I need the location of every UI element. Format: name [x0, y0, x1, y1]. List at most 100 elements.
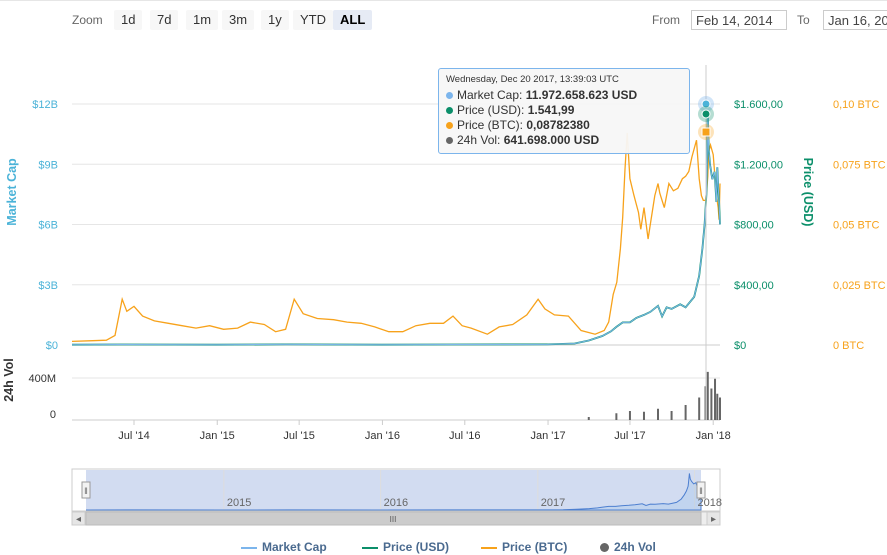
navigator-left-handle-grip: ‖: [84, 486, 88, 496]
volume-bar: [628, 411, 631, 420]
price-usd-axis-title: Price (USD): [801, 158, 815, 227]
price-usd-tick-label: $1.600,00: [734, 99, 783, 111]
to-date-input[interactable]: Jan 16, 2018: [823, 10, 887, 30]
zoom-3m-button[interactable]: 3m: [222, 10, 255, 30]
data-tooltip: Wednesday, Dec 20 2017, 13:39:03 UTC Mar…: [438, 68, 690, 154]
tooltip-value: 11.972.658.623 USD: [525, 88, 638, 102]
tooltip-label: 24h Vol:: [457, 133, 501, 147]
market-cap-ticks: $0 $3B $6B $9B $12B: [32, 99, 58, 352]
market-cap-line: [71, 112, 721, 346]
tooltip-value: 0,08782380: [526, 118, 590, 132]
tooltip-row-price-btc: Price (BTC): 0,08782380: [446, 118, 682, 133]
navigator-label: 2015: [227, 497, 251, 509]
x-tick-label: Jan '17: [530, 430, 565, 442]
navigator-label: 2018: [698, 497, 722, 509]
navigator-right-handle[interactable]: [696, 481, 706, 499]
x-axis-ticks: Jul '14 Jan '15 Jul '15 Jan '16 Jul '16 Jan '…: [118, 420, 731, 442]
zoom-all-button[interactable]: ALL: [333, 10, 373, 30]
price-btc-tick-label: 0,05 BTC: [833, 220, 880, 232]
volume-bar: [615, 413, 618, 420]
navigator-label: 2017: [541, 497, 565, 509]
price-usd-tick-label: $1.200,00: [734, 159, 783, 171]
volume-bar: [719, 397, 721, 420]
market-cap-dot-icon: [446, 92, 453, 100]
zoom-1d-button[interactable]: 1d: [114, 10, 143, 30]
market-cap-axis-title: Market Cap: [5, 158, 19, 226]
volume-axis-title: 24h Vol: [2, 358, 16, 402]
price-usd-hover-marker: [701, 109, 711, 119]
price-usd-line-icon: [362, 546, 378, 549]
tooltip-label: Price (BTC):: [457, 118, 523, 132]
scrollbar-left-button[interactable]: [71, 511, 86, 526]
volume-bar: [714, 378, 717, 420]
price-usd-tick-label: $400,00: [734, 280, 774, 292]
legend-label: Market Cap: [262, 540, 327, 554]
price-btc-tick-label: 0,10 BTC: [833, 99, 880, 111]
x-tick-label: Jan '16: [365, 430, 400, 442]
zoom-ytd-button[interactable]: YTD: [293, 10, 333, 30]
tooltip-value: 641.698.000 USD: [503, 133, 600, 147]
volume-bars: [587, 371, 721, 420]
price-usd-ticks: $0 $400,00 $800,00 $1.200,00 $1.600,00: [734, 99, 783, 352]
x-tick-label: Jan '18: [696, 430, 731, 442]
price-btc-tick-label: 0,025 BTC: [833, 280, 886, 292]
navigator-left-handle[interactable]: [81, 481, 91, 499]
price-btc-dot-icon: [446, 122, 453, 130]
legend-price-usd[interactable]: Price (USD): [362, 540, 449, 554]
scroll-right-arrow-icon: ▸: [711, 514, 716, 525]
price-usd-tick-label: $0: [734, 340, 746, 352]
volume-tick-0: 0: [50, 409, 56, 421]
navigator-grid: [223, 470, 696, 510]
scrollbar-thumb[interactable]: [85, 511, 702, 526]
price-btc-line: [71, 132, 721, 343]
volume-bar: [642, 411, 645, 420]
navigator-right-handle-grip: ‖: [699, 486, 703, 496]
x-tick-label: Jul '16: [449, 430, 480, 442]
price-btc-tick-label: 0,075 BTC: [833, 159, 886, 171]
zoom-7d-button[interactable]: 7d: [150, 10, 179, 30]
tooltip-label: Price (USD):: [457, 103, 525, 117]
market-cap-tick-label: $6B: [38, 220, 58, 232]
market-cap-line-icon: [241, 546, 257, 549]
legend-label: Price (USD): [383, 540, 450, 554]
legend-volume[interactable]: 24h Vol: [600, 540, 656, 554]
legend-label: Price (BTC): [502, 540, 568, 554]
tooltip-row-market-cap: Market Cap: 11.972.658.623 USD: [446, 88, 682, 103]
zoom-1m-button[interactable]: 1m: [186, 10, 219, 30]
volume-bar: [657, 408, 660, 420]
volume-dot-icon: [446, 137, 453, 145]
navigator-series: [85, 473, 702, 511]
volume-bar: [587, 417, 590, 420]
scrollbar-grip-icon: III: [390, 515, 397, 524]
scrollbar-right-button[interactable]: [706, 511, 721, 526]
price-btc-ticks: 0 BTC 0,025 BTC 0,05 BTC 0,075 BTC 0,10 BTC: [833, 99, 886, 352]
x-tick-label: Jul '15: [283, 430, 314, 442]
range-selector-toolbar: Zoom 1d 7d 1m 3m 1y YTD ALL From Feb 14,…: [0, 0, 887, 39]
zoom-1y-button[interactable]: 1y: [261, 10, 289, 30]
from-date-input[interactable]: Feb 14, 2014: [691, 10, 787, 30]
market-cap-tick-label: $3B: [38, 280, 58, 292]
legend-price-btc[interactable]: Price (BTC): [481, 540, 567, 554]
navigator-selection[interactable]: [86, 470, 701, 510]
x-tick-label: Jul '14: [118, 430, 149, 442]
price-usd-dot-icon: [446, 107, 453, 115]
navigator-label: 2016: [384, 497, 408, 509]
volume-tick-400m: 400M: [28, 373, 56, 385]
navigator-labels: 2015 2016 2017 2018: [227, 497, 722, 509]
market-cap-tick-label: $9B: [38, 159, 58, 171]
volume-bar: [684, 405, 687, 420]
volume-bar: [716, 393, 719, 420]
tooltip-value: 1.541,99: [527, 103, 575, 117]
legend-market-cap[interactable]: Market Cap: [241, 540, 327, 554]
tooltip-label: Market Cap:: [457, 88, 523, 102]
volume-bar: [670, 411, 673, 420]
price-usd-tick-label: $800,00: [734, 220, 774, 232]
market-cap-tick-label: $12B: [32, 99, 58, 111]
tooltip-row-price-usd: Price (USD): 1.541,99: [446, 103, 682, 118]
volume-bar: [706, 371, 709, 420]
tooltip-date: Wednesday, Dec 20 2017, 13:39:03 UTC: [446, 74, 619, 85]
tooltip-row-volume: 24h Vol: 641.698.000 USD: [446, 133, 682, 148]
volume-circle-icon: [600, 543, 609, 553]
volume-bar: [698, 397, 701, 420]
